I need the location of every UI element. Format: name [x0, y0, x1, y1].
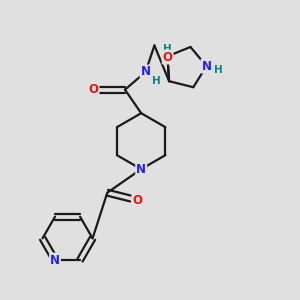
Text: H: H	[214, 65, 223, 76]
Text: H: H	[163, 44, 172, 54]
Text: N: N	[141, 65, 151, 79]
Text: O: O	[88, 83, 98, 96]
Text: N: N	[50, 254, 60, 266]
Text: H: H	[152, 76, 160, 86]
Text: O: O	[132, 194, 142, 207]
Text: N: N	[136, 163, 146, 176]
Text: N: N	[202, 60, 212, 73]
Text: O: O	[163, 50, 172, 64]
